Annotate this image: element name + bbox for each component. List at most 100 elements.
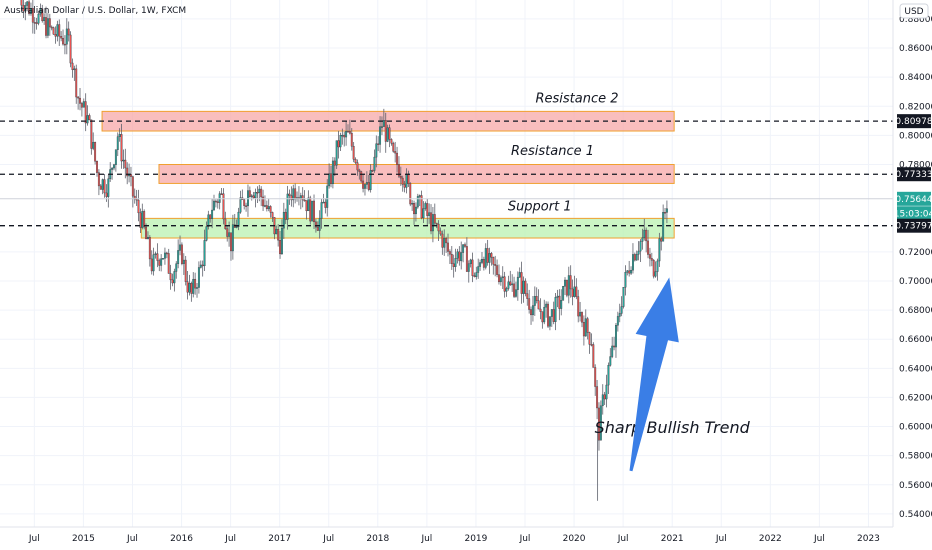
candle-body [260, 188, 263, 198]
candle-body [292, 188, 295, 201]
x-tick-label: Jul [224, 534, 236, 544]
candle-body [501, 276, 504, 278]
price-tag-1: 0.77333 [895, 170, 932, 180]
candle-body [477, 266, 480, 273]
candle-body [158, 260, 161, 266]
x-tick-label: 2022 [759, 534, 782, 544]
candle-body [431, 214, 434, 232]
candle-body [214, 200, 217, 203]
candle-body [284, 211, 287, 220]
candle-body [107, 178, 110, 197]
candle-body [339, 135, 342, 148]
candle-body [126, 167, 129, 177]
candle-body [322, 201, 325, 204]
candle-body [160, 258, 163, 266]
candle-body [286, 193, 289, 220]
candle-body [199, 264, 202, 268]
candle-body [492, 257, 495, 265]
price-tag-bg-1 [897, 167, 931, 182]
candle-body [618, 313, 621, 317]
currency-button[interactable]: USD [899, 3, 929, 19]
candle-body [118, 134, 121, 137]
candle-body [194, 278, 197, 289]
candle-body [520, 272, 523, 294]
candle-body [277, 229, 280, 241]
candle-body [579, 312, 582, 317]
candle-body [456, 251, 459, 259]
candle-body [424, 203, 427, 209]
candle-body [605, 384, 608, 400]
candle-body [90, 119, 93, 149]
candle-body [29, 8, 32, 14]
candle-body [588, 332, 591, 345]
x-tick-label: Jul [322, 534, 334, 544]
candle-body [637, 250, 640, 255]
candle-body [499, 277, 502, 283]
candle-body [516, 276, 519, 290]
candle-body [62, 37, 64, 45]
candle-body [326, 185, 329, 208]
chart-grid [0, 0, 893, 527]
price-tags: 0.80978 0.77333 0.75644 15:03:04 0.73797 [894, 114, 932, 233]
x-tick-label: 2020 [563, 534, 586, 544]
candle-body [65, 28, 68, 45]
candle-body [384, 120, 387, 142]
candle-body [407, 174, 410, 184]
candle-body [173, 271, 176, 284]
candle-body [584, 318, 587, 337]
candle-body [271, 212, 274, 218]
candle-body [545, 303, 548, 308]
candle-body [224, 218, 227, 229]
candle-body [650, 258, 653, 261]
candle-body [213, 200, 215, 211]
x-tick-label: Jul [715, 534, 727, 544]
candle-body [301, 195, 304, 201]
candle-body [537, 300, 540, 310]
candle-body [222, 193, 225, 220]
candle-body [209, 214, 212, 219]
candle-body [177, 250, 180, 264]
candle-body [437, 223, 440, 232]
candle-body [590, 344, 593, 346]
candle-body [116, 136, 119, 150]
candle-body [652, 260, 655, 277]
candle-body [269, 206, 272, 213]
candle-body [345, 131, 348, 138]
candle-body [330, 173, 332, 185]
candle-body [88, 115, 91, 121]
candle-body [96, 161, 98, 173]
candle-body [192, 278, 195, 294]
candle-body [586, 318, 589, 333]
candle-body [245, 205, 248, 207]
annotations-layer: Resistance 2 Resistance 1 Support 1 Sharp B… [508, 92, 751, 437]
candle-body [50, 26, 53, 29]
candle-body [230, 232, 232, 252]
candle-body [552, 309, 555, 322]
candle-body [350, 132, 353, 147]
candle-body [430, 212, 432, 232]
candle-body [114, 149, 117, 165]
candle-body [496, 265, 499, 275]
candle-body [662, 212, 665, 242]
candle-body [641, 237, 644, 242]
candle-body [335, 140, 338, 166]
candle-body [471, 259, 474, 276]
time-axis[interactable]: Jul 2015 Jul 2016 Jul 2017 Jul 2018 Jul 2019 Jul 20… [28, 534, 880, 544]
candle-body [575, 286, 578, 297]
candle-body [201, 264, 204, 267]
candle-body [220, 193, 223, 195]
candle-body [413, 203, 415, 215]
candle-body [443, 238, 446, 248]
candle-body [264, 205, 266, 207]
candle-body [626, 270, 629, 273]
candle-body [484, 248, 487, 268]
candle-body [645, 229, 648, 242]
candle-body [648, 254, 651, 259]
candle-body [182, 259, 185, 264]
